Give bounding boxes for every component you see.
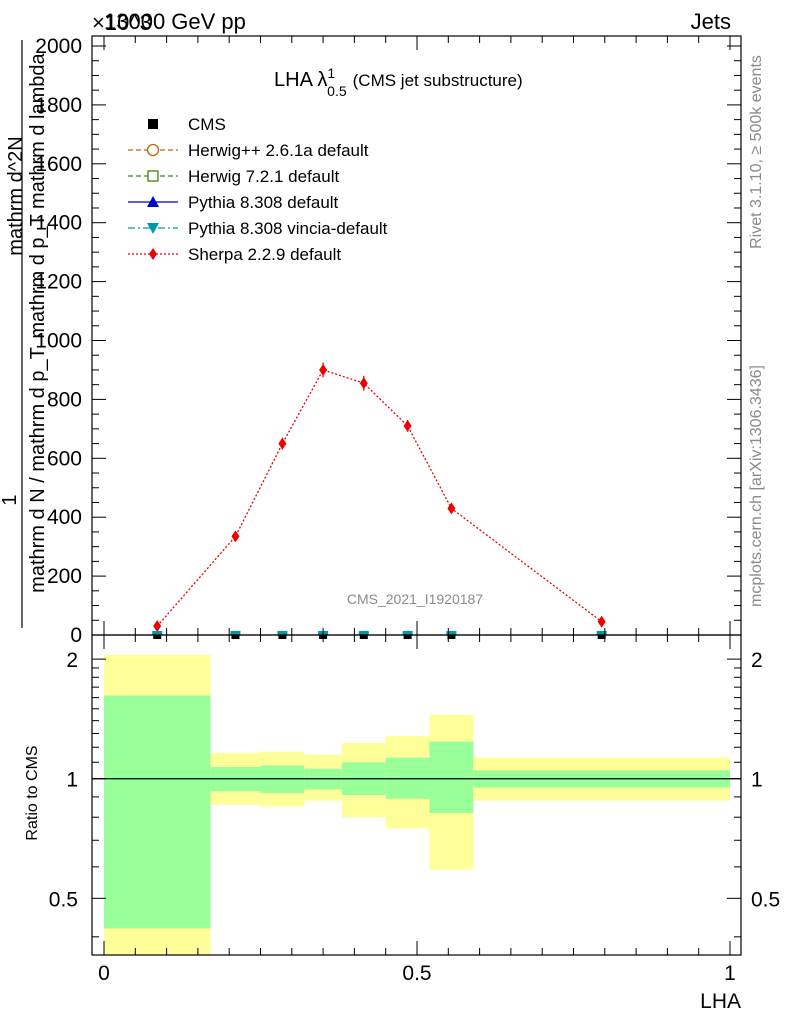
legend-item: Herwig 7.2.1 default [128,167,339,186]
legend-label: CMS [188,115,226,134]
legend-item: Sherpa 2.2.9 default [128,245,341,264]
ratio-y-tick-label: 1 [66,769,78,792]
sherpa-point [359,377,368,390]
x-tick-label: 0.5 [402,962,431,985]
ratio-y-tick-label-right: 0.5 [751,888,780,911]
rivet-label: Rivet 3.1.10, ≥ 500k events [748,55,765,249]
x-tick-label: 1 [724,962,736,985]
ratio-y-tick-label-right: 1 [751,769,763,792]
y-tick-label: 200 [47,565,82,588]
y-tick-label: 1800 [35,94,82,117]
sherpa-point [231,530,240,543]
y-tick-label: 1600 [35,153,82,176]
y-tick-label: 2000 [35,35,82,58]
exponent-label: ×10^3 [92,10,152,35]
sherpa-point [403,419,412,432]
legend-label: Pythia 8.308 vincia-default [188,219,388,238]
header-left: 13000 GeV pp [104,9,246,34]
legend-marker [146,143,160,157]
y-label-top-numerator: mathrm d^2N [5,136,27,255]
legend: CMS Herwig++ 2.6.1a default Herwig 7.2.1 d… [128,115,388,264]
mc-point [358,631,369,635]
mc-point [596,631,607,635]
ratio-inner-band [429,741,474,813]
ratio-y-tick-label: 2 [66,649,78,672]
y-label-top-denominator: mathrm d p_T mathrm d lambda [27,52,49,338]
legend-marker [147,196,159,207]
ratio-panel: 0.5 0.5 1 1 2 2 0 0.5 1 [49,634,780,985]
legend-item: CMS [148,115,226,134]
ratio-y-tick-label-right: 2 [751,649,763,672]
main-panel: 0 200 400 600 800 1000 1200 1400 1600 1800 2000 [35,35,742,647]
y-tick-label: 600 [47,447,82,470]
watermark-label: CMS_2021_I1920187 [347,591,483,607]
legend-marker [149,248,157,260]
ratio-inner-band [104,695,211,929]
mc-point [402,631,413,635]
legend-marker [147,170,159,182]
sherpa-line [156,369,603,627]
legend-item: Pythia 8.308 vincia-default [128,219,388,238]
sherpa-point [597,615,606,628]
main-y-axis-label: mathrm d^2N mathrm d p_T mathrm d lambda… [0,40,49,628]
legend-label: Sherpa 2.2.9 default [188,245,341,264]
legend-item: Herwig++ 2.6.1a default [128,141,369,160]
legend-label: Herwig++ 2.6.1a default [188,141,369,160]
sherpa-point [278,437,287,450]
mcplots-label: mcplots.cern.ch [arXiv:1306.3436] [748,365,765,607]
x-tick-label: 0 [98,962,110,985]
sherpa-point [447,502,456,515]
y-tick-label: 800 [47,388,82,411]
plot-title: LHA λ1 0.5(CMS jet substructure) [274,65,523,99]
ratio-y-tick-label: 0.5 [49,888,78,911]
y-label-fraction-numerator: 1 [0,494,21,505]
legend-label: Pythia 8.308 default [188,193,339,212]
y-tick-label: 1400 [35,212,82,235]
mc-point [446,631,457,635]
legend-label: Herwig 7.2.1 default [188,167,339,186]
mc-point [152,631,163,635]
legend-item: Pythia 8.308 default [128,193,339,212]
y-tick-label: 400 [47,506,82,529]
y-label-fraction-denominator: mathrm d N / mathrm d p_T [27,347,49,593]
x-axis-label: LHA [700,990,741,1013]
y-tick-label: 1000 [35,330,82,353]
legend-marker [147,223,159,234]
ratio-y-label: Ratio to CMS [24,745,41,840]
y-tick-label: 0 [70,624,82,647]
legend-marker [148,119,158,129]
sherpa-point [319,363,328,376]
mc-point [277,631,288,635]
y-tick-label: 1200 [35,271,82,294]
header-right: Jets [691,9,731,34]
sherpa-point [153,620,162,633]
mc-point [230,631,241,635]
